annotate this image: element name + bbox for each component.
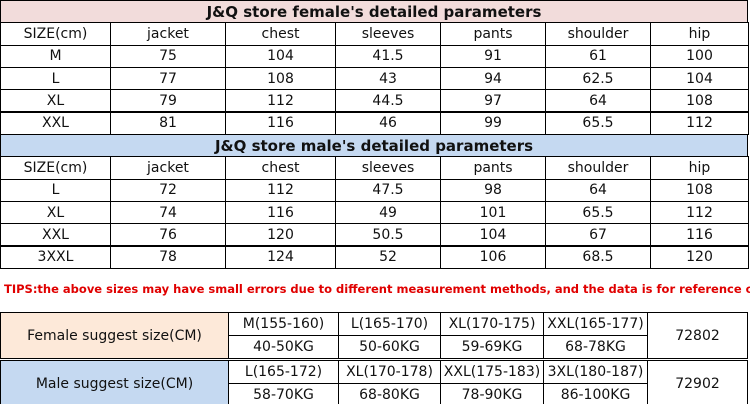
size-range: XXL(175-183): [440, 360, 544, 384]
size-range: L(165-170): [338, 312, 441, 336]
weight-range: 68-80KG: [338, 383, 441, 404]
table-cell: 116: [225, 200, 336, 225]
table-cell: M: [0, 44, 111, 68]
size-range: XL(170-178): [338, 360, 441, 384]
suggest-label: Male suggest size(CM): [0, 360, 229, 404]
table-cell: XXL: [0, 223, 111, 247]
table-cell: L: [0, 66, 111, 91]
table-cell: 64: [545, 178, 651, 202]
table-cell: 94: [440, 66, 546, 91]
table-cell: 116: [650, 223, 749, 247]
table-cell: 41.5: [335, 44, 441, 68]
table-cell: 112: [650, 111, 749, 135]
product-code: 72802: [647, 312, 748, 359]
table-cell: 108: [650, 89, 749, 113]
header-cell: SIZE(cm): [0, 22, 111, 46]
table-cell: 79: [110, 89, 226, 113]
size-range: M(155-160): [228, 312, 339, 336]
table-cell: 62.5: [545, 66, 651, 91]
table-cell: 112: [225, 89, 336, 113]
table-cell: 116: [225, 111, 336, 135]
table-cell: 112: [650, 200, 749, 225]
header-cell: pants: [440, 22, 546, 46]
table-cell: 91: [440, 44, 546, 68]
table-cell: 100: [650, 44, 749, 68]
header-cell: pants: [440, 156, 546, 180]
table-cell: 68.5: [545, 245, 651, 269]
table-cell: 67: [545, 223, 651, 247]
weight-range: 68-78KG: [543, 335, 648, 359]
weight-range: 59-69KG: [440, 335, 544, 359]
table-cell: 77: [110, 66, 226, 91]
table-cell: 47.5: [335, 178, 441, 202]
header-cell: chest: [225, 156, 336, 180]
table-cell: 81: [110, 111, 226, 135]
size-range: XL(170-175): [440, 312, 544, 336]
table-cell: 74: [110, 200, 226, 225]
header-cell: hip: [650, 22, 749, 46]
header-cell: jacket: [110, 22, 226, 46]
table-cell: 106: [440, 245, 546, 269]
table-title: J&Q store female's detailed parameters: [0, 0, 748, 24]
table-cell: XXL: [0, 111, 111, 135]
table-cell: L: [0, 178, 111, 202]
weight-range: 50-60KG: [338, 335, 441, 359]
table-cell: 65.5: [545, 111, 651, 135]
table-cell: 104: [440, 223, 546, 247]
table-cell: 46: [335, 111, 441, 135]
table-cell: 64: [545, 89, 651, 113]
weight-range: 86-100KG: [543, 383, 648, 404]
table-cell: 108: [225, 66, 336, 91]
table-cell: 3XXL: [0, 245, 111, 269]
table-cell: 124: [225, 245, 336, 269]
suggest-label: Female suggest size(CM): [0, 312, 229, 359]
weight-range: 40-50KG: [228, 335, 339, 359]
table-cell: 112: [225, 178, 336, 202]
weight-range: 78-90KG: [440, 383, 544, 404]
weight-range: 58-70KG: [228, 383, 339, 404]
product-code: 72902: [647, 360, 748, 404]
table-cell: 52: [335, 245, 441, 269]
table-title: J&Q store male's detailed parameters: [0, 134, 748, 158]
table-cell: 78: [110, 245, 226, 269]
table-cell: 44.5: [335, 89, 441, 113]
header-cell: sleeves: [335, 22, 441, 46]
table-cell: 120: [225, 223, 336, 247]
header-cell: shoulder: [545, 22, 651, 46]
table-cell: XL: [0, 200, 111, 225]
header-cell: shoulder: [545, 156, 651, 180]
size-range: 3XL(180-187): [543, 360, 648, 384]
table-cell: 76: [110, 223, 226, 247]
table-cell: 75: [110, 44, 226, 68]
header-cell: sleeves: [335, 156, 441, 180]
table-cell: 98: [440, 178, 546, 202]
header-cell: hip: [650, 156, 749, 180]
table-cell: 97: [440, 89, 546, 113]
header-cell: SIZE(cm): [0, 156, 111, 180]
header-cell: jacket: [110, 156, 226, 180]
table-cell: 65.5: [545, 200, 651, 225]
header-cell: chest: [225, 22, 336, 46]
table-cell: 49: [335, 200, 441, 225]
table-cell: 61: [545, 44, 651, 68]
table-cell: 72: [110, 178, 226, 202]
table-cell: 104: [225, 44, 336, 68]
tips-text: TIPS:the above sizes may have small erro…: [4, 282, 750, 296]
table-cell: 101: [440, 200, 546, 225]
table-cell: 120: [650, 245, 749, 269]
table-cell: 99: [440, 111, 546, 135]
table-cell: 43: [335, 66, 441, 91]
table-cell: 108: [650, 178, 749, 202]
table-cell: 50.5: [335, 223, 441, 247]
size-range: L(165-172): [228, 360, 339, 384]
size-range: XXL(165-177): [543, 312, 648, 336]
table-cell: XL: [0, 89, 111, 113]
table-cell: 104: [650, 66, 749, 91]
